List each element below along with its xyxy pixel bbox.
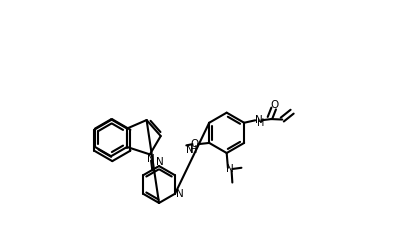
Text: N: N (186, 145, 194, 155)
Text: N: N (147, 154, 154, 164)
Text: N: N (175, 189, 183, 199)
Text: O: O (190, 139, 198, 149)
Text: N: N (156, 157, 164, 167)
Text: N: N (226, 164, 234, 173)
Text: H: H (257, 118, 264, 128)
Text: N: N (254, 115, 262, 125)
Text: O: O (270, 100, 278, 110)
Text: H: H (189, 145, 197, 155)
